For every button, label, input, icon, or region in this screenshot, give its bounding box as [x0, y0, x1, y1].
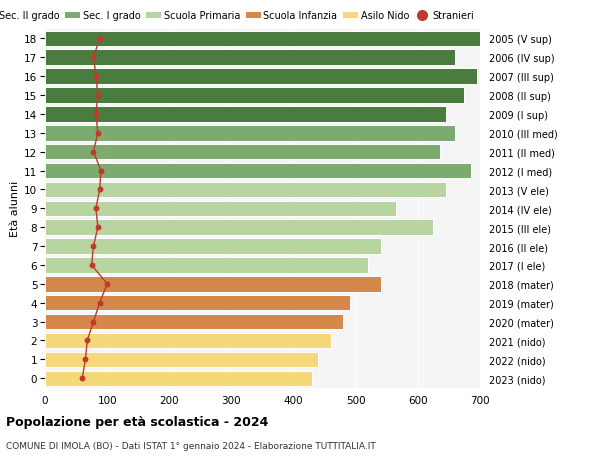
Bar [45, 371, 312, 386]
Bar [45, 352, 319, 367]
Bar [45, 276, 380, 292]
Point [77, 375, 87, 382]
Point [89, 243, 98, 250]
Bar [45, 107, 446, 123]
Bar [45, 88, 464, 104]
Bar [45, 333, 331, 348]
Point [91, 205, 101, 213]
Point [95, 299, 104, 307]
Bar [45, 314, 343, 330]
Bar [45, 201, 396, 217]
Bar [45, 69, 477, 84]
Point [95, 186, 104, 194]
Point [89, 55, 98, 62]
Bar [45, 257, 368, 273]
Bar [45, 126, 455, 141]
Y-axis label: Età alunni: Età alunni [10, 181, 20, 237]
Point [91, 111, 101, 118]
Bar [45, 50, 455, 66]
Text: COMUNE DI IMOLA (BO) - Dati ISTAT 1° gennaio 2024 - Elaborazione TUTTITALIA.IT: COMUNE DI IMOLA (BO) - Dati ISTAT 1° gen… [6, 441, 376, 450]
Bar [45, 32, 480, 47]
Point [82, 337, 92, 344]
Point [93, 92, 103, 100]
Point [95, 36, 104, 43]
Bar [45, 295, 349, 311]
Bar [45, 220, 433, 235]
Bar [45, 182, 446, 198]
Bar [45, 163, 470, 179]
Point [103, 280, 112, 288]
Point [80, 356, 90, 363]
Point [89, 149, 98, 156]
Point [96, 168, 106, 175]
Point [87, 262, 97, 269]
Point [89, 318, 98, 325]
Text: Popolazione per età scolastica - 2024: Popolazione per età scolastica - 2024 [6, 415, 268, 428]
Point [93, 130, 103, 137]
Point [91, 73, 101, 81]
Bar [45, 239, 380, 254]
Legend: Sec. II grado, Sec. I grado, Scuola Primaria, Scuola Infanzia, Asilo Nido, Stran: Sec. II grado, Sec. I grado, Scuola Prim… [0, 11, 474, 22]
Bar [45, 145, 440, 160]
Point [93, 224, 103, 231]
